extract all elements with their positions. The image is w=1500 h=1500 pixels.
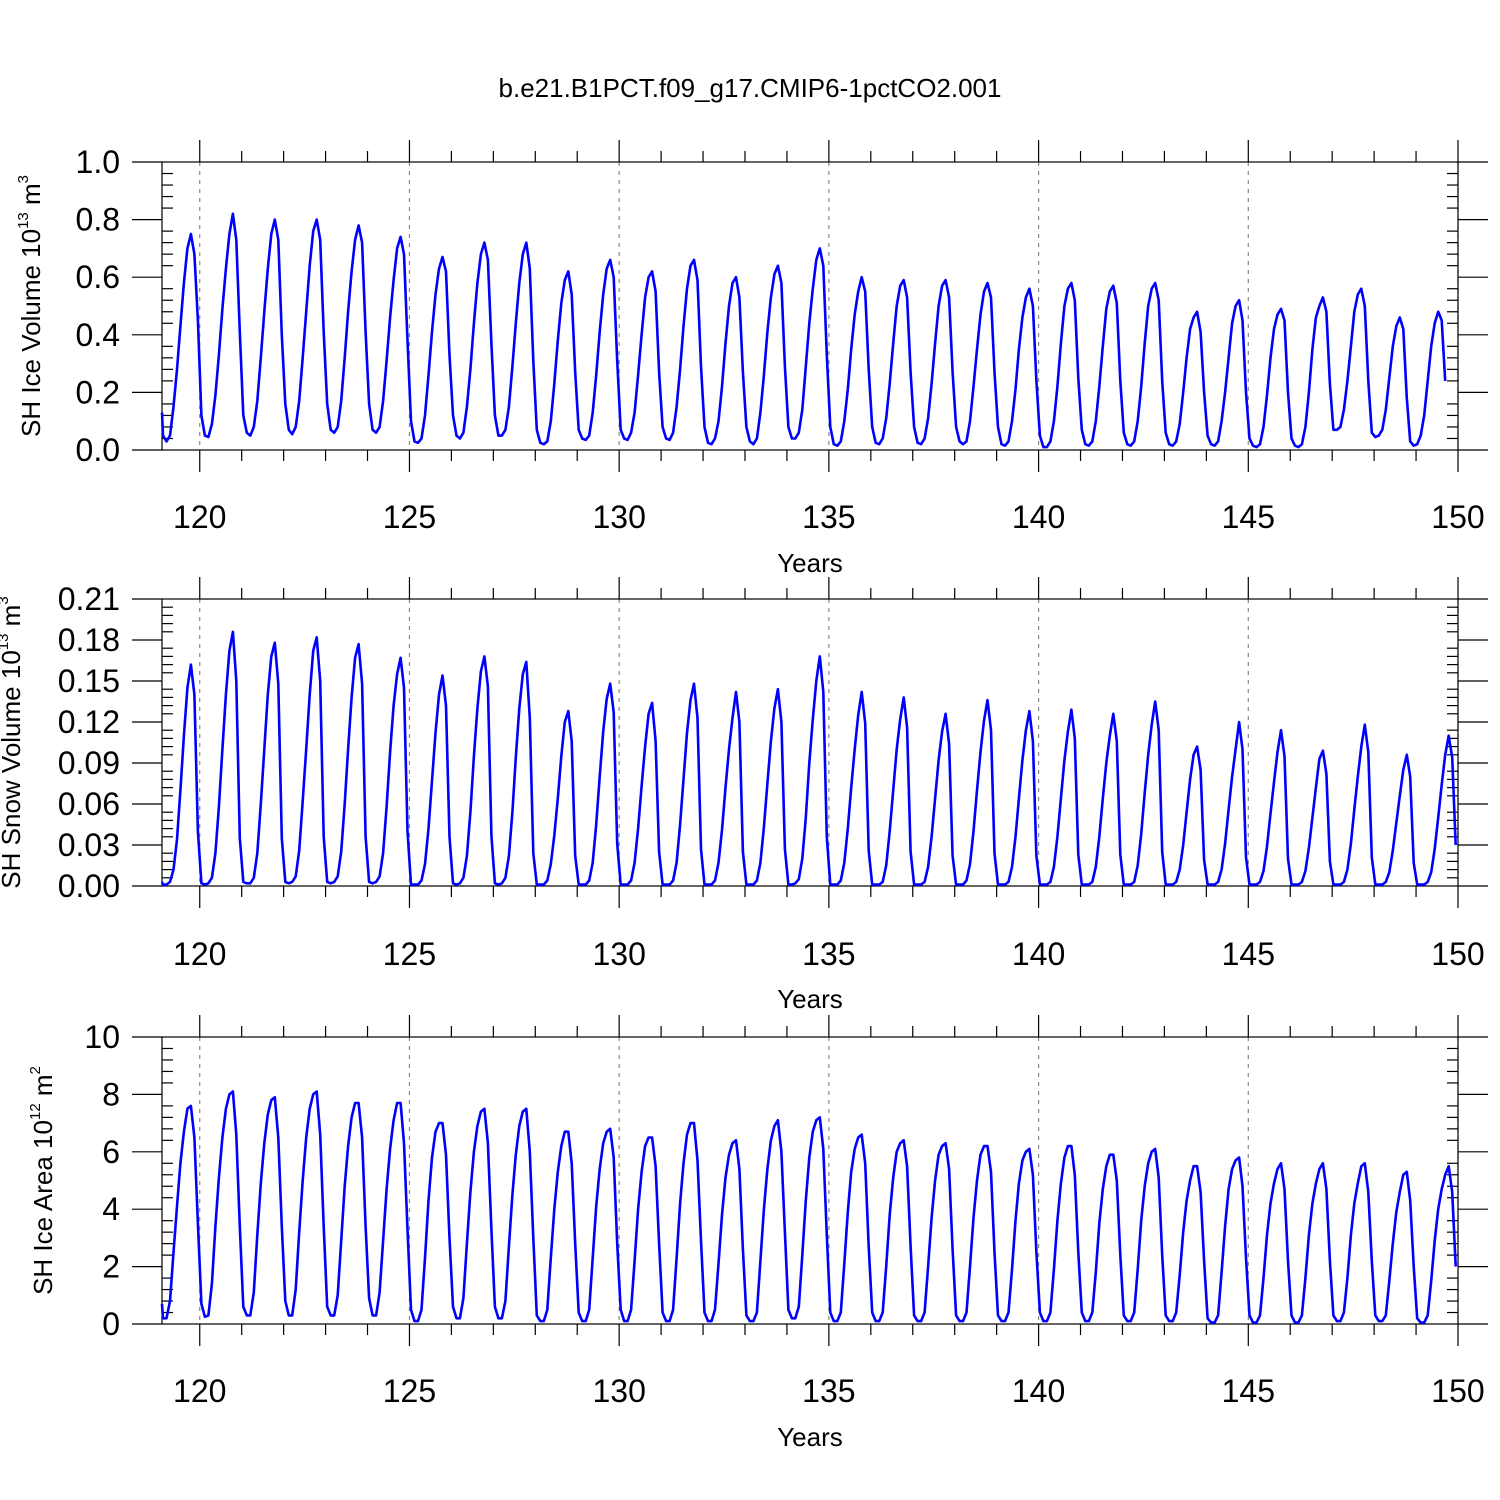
x-axis-label: Years (777, 984, 843, 1014)
x-tick-label: 145 (1222, 936, 1275, 972)
x-tick-label: 135 (802, 1373, 855, 1409)
data-series-line (160, 212, 1447, 449)
y-tick-label: 8 (102, 1076, 120, 1112)
y-tick-label: 0.0 (76, 432, 120, 468)
x-tick-label: 135 (802, 499, 855, 535)
x-tick-label: 130 (592, 936, 645, 972)
y-tick-label: 10 (84, 1019, 120, 1055)
y-tick-label: 2 (102, 1249, 120, 1285)
x-tick-label: 125 (383, 936, 436, 972)
plot-frame (161, 598, 1459, 887)
y-tick-label: 1.0 (76, 144, 120, 180)
x-tick-label: 150 (1431, 1373, 1484, 1409)
x-tick-label: 120 (173, 499, 226, 535)
x-tick-label: 130 (592, 1373, 645, 1409)
y-tick-label: 0 (102, 1306, 120, 1342)
y-tick-label: 0.2 (76, 374, 120, 410)
y-tick-label: 0.09 (58, 745, 120, 781)
chart-panels: 120 125 130 135 140 145 150 0.0 0.2 0.4 0.6 0.8 1.0 Y… (0, 140, 1488, 1452)
y-tick-label: 0.12 (58, 704, 120, 740)
chart-panel-2: 120 125 130 135 140 145 150 0.00 0.03 0.06 0.09 0.1… (0, 577, 1488, 1014)
y-tick-label: 0.4 (76, 317, 120, 353)
x-tick-label: 130 (592, 499, 645, 535)
x-axis-label: Years (777, 1422, 843, 1452)
x-tick-label: 145 (1222, 499, 1275, 535)
x-tick-label: 150 (1431, 499, 1484, 535)
y-tick-label: 0.8 (76, 202, 120, 238)
x-tick-label: 150 (1431, 936, 1484, 972)
x-tick-label: 140 (1012, 936, 1065, 972)
figure-title: b.e21.B1PCT.f09_g17.CMIP6-1pctCO2.001 (499, 73, 1002, 103)
y-tick-label: 0.6 (76, 259, 120, 295)
y-tick-label: 0.00 (58, 868, 120, 904)
data-series-line (160, 630, 1457, 886)
y-tick-label: 0.18 (58, 622, 120, 658)
plot-frame (161, 1036, 1459, 1325)
x-tick-label: 120 (173, 936, 226, 972)
chart-panel-3: 120 125 130 135 140 145 150 0 2 4 6 8 10 Years SH Ice … (27, 1015, 1488, 1452)
x-tick-label: 125 (383, 1373, 436, 1409)
y-tick-label: 0.06 (58, 786, 120, 822)
y-axis-label: SH Ice Area 1012 m2 (27, 1066, 58, 1295)
y-tick-label: 0.15 (58, 663, 120, 699)
plot-frame (161, 161, 1459, 451)
y-tick-label: 4 (102, 1191, 120, 1227)
y-axis-label: SH Snow Volume 1013 m3 (0, 596, 26, 888)
y-tick-label: 0.03 (58, 827, 120, 863)
x-tick-label: 140 (1012, 1373, 1065, 1409)
x-tick-label: 135 (802, 936, 855, 972)
x-tick-label: 125 (383, 499, 436, 535)
y-tick-label: 6 (102, 1134, 120, 1170)
x-tick-label: 145 (1222, 1373, 1275, 1409)
chart-panel-1: 120 125 130 135 140 145 150 0.0 0.2 0.4 0.6 0.8 1.0 Y… (15, 140, 1488, 578)
y-axis-label: SH Ice Volume 1013 m3 (15, 175, 46, 437)
x-axis-label: Years (777, 548, 843, 578)
data-series-line (160, 1090, 1457, 1324)
y-tick-label: 0.21 (58, 581, 120, 617)
x-tick-label: 120 (173, 1373, 226, 1409)
x-tick-label: 140 (1012, 499, 1065, 535)
